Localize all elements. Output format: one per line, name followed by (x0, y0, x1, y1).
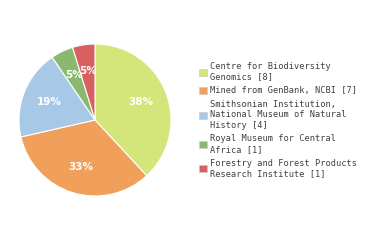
Wedge shape (95, 44, 171, 176)
Text: 19%: 19% (36, 97, 62, 107)
Text: 5%: 5% (79, 66, 97, 76)
Legend: Centre for Biodiversity
Genomics [8], Mined from GenBank, NCBI [7], Smithsonian : Centre for Biodiversity Genomics [8], Mi… (198, 61, 358, 179)
Text: 5%: 5% (65, 71, 82, 80)
Text: 38%: 38% (128, 97, 154, 107)
Wedge shape (52, 47, 95, 120)
Wedge shape (19, 57, 95, 137)
Wedge shape (21, 120, 147, 196)
Text: 33%: 33% (68, 162, 93, 172)
Wedge shape (73, 44, 95, 120)
